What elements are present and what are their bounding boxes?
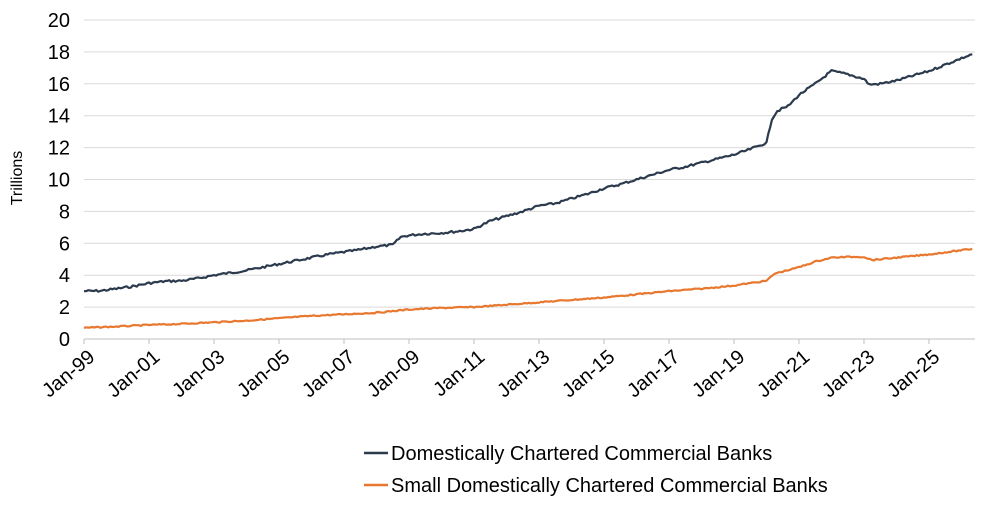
y-tick-label: 12 [48,138,70,160]
gridlines [84,19,975,308]
x-tick-label: Jan-05 [233,346,294,402]
x-tick-label: Jan-17 [623,346,684,402]
y-tick-label: 8 [59,201,70,223]
legend-label-2: Small Domestically Chartered Commercial … [391,475,828,497]
y-tick-label: 6 [59,233,70,255]
y-tick-label: 10 [48,170,70,192]
x-tick-label: Jan-25 [883,346,944,402]
x-tick-label: Jan-21 [753,346,814,402]
y-tick-label: 18 [48,42,70,64]
series-line-1 [83,53,973,293]
y-tick-label: 20 [48,10,70,32]
x-tick-label: Jan-03 [168,346,229,402]
x-tick-label: Jan-11 [429,346,489,401]
x-tick-label: Jan-99 [38,346,99,402]
series-lines [83,53,973,330]
y-tick-label: 16 [48,74,70,96]
x-tick-label: Jan-07 [298,346,359,402]
x-tick-label: Jan-15 [558,346,619,402]
series-line-2 [83,247,973,330]
x-tick-label: Jan-01 [103,346,164,402]
x-tick-label: Jan-09 [363,346,424,402]
y-tick-label: 2 [59,297,70,319]
x-tick-label: Jan-13 [493,346,554,402]
y-tick-labels: 0 2 4 6 8 10 12 14 16 18 20 [48,10,70,351]
x-tick-label: Jan-19 [688,346,749,402]
x-tick-labels: Jan-99 Jan-01 Jan-03 Jan-05 Jan-07 Jan-09 Jan-… [38,339,944,402]
legend-label-1: Domestically Chartered Commercial Banks [391,443,772,465]
y-tick-label: 4 [59,265,70,287]
y-tick-label: 14 [48,106,70,128]
legend: Domestically Chartered Commercial Banks S… [364,443,828,497]
y-tick-label: 0 [59,329,70,351]
y-axis-label: Trillions [9,151,26,206]
x-tick-label: Jan-23 [818,346,879,402]
